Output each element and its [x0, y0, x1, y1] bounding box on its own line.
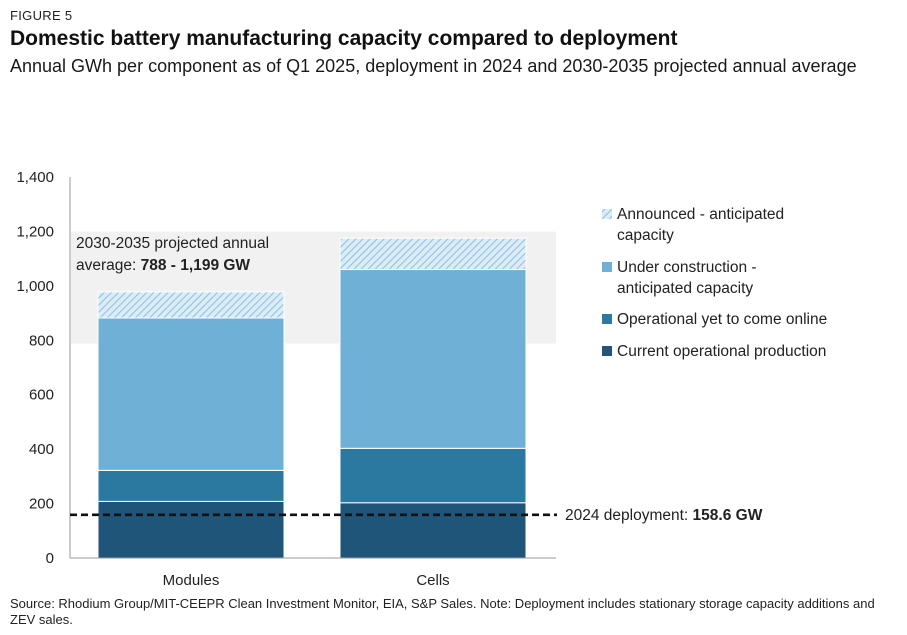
bar-operational_yet-cells [339, 447, 527, 504]
bar-announced-modules [97, 291, 285, 319]
chart-subtitle: Annual GWh per component as of Q1 2025, … [10, 56, 857, 76]
legend-label-under_construction: Under construction -anticipated capacity [617, 259, 757, 297]
legend-label-current: Current operational production [617, 343, 826, 360]
y-tick-label: 1,400 [16, 169, 54, 186]
bar-under_construction-modules [97, 317, 285, 471]
bar-current-cells [339, 502, 527, 559]
x-tick-label-cells: Cells [416, 572, 449, 589]
deployment-label: 2024 deployment: 158.6 GW [565, 507, 763, 524]
legend-swatch-operational_yet [602, 314, 612, 324]
y-tick-label: 800 [29, 332, 54, 349]
chart-footnote: Source: Rhodium Group/MIT-CEEPR Clean In… [10, 596, 875, 627]
legend-label-operational_yet: Operational yet to come online [617, 311, 827, 328]
y-tick-label: 1,000 [16, 278, 54, 295]
bar-current-modules [97, 500, 285, 559]
legend-swatch-announced [602, 209, 612, 219]
x-tick-label-modules: Modules [163, 572, 220, 589]
y-tick-label: 600 [29, 387, 54, 404]
y-tick-label: 200 [29, 496, 54, 513]
y-tick-label: 400 [29, 441, 54, 458]
y-tick-label: 1,200 [16, 223, 54, 240]
bar-announced-cells [339, 237, 527, 271]
y-tick-label: 0 [46, 550, 54, 567]
bar-operational_yet-modules [97, 469, 285, 502]
projection-band-label: 2030-2035 projected annual average: 788 -… [76, 235, 269, 274]
chart-title: Domestic battery manufacturing capacity … [10, 27, 678, 50]
legend-swatch-under_construction [602, 262, 612, 272]
bar-under_construction-cells [339, 269, 527, 449]
legend-swatch-current [602, 346, 612, 356]
legend-label-announced: Announced - anticipated capacity [617, 206, 784, 244]
figure-label: FIGURE 5 [10, 8, 73, 23]
